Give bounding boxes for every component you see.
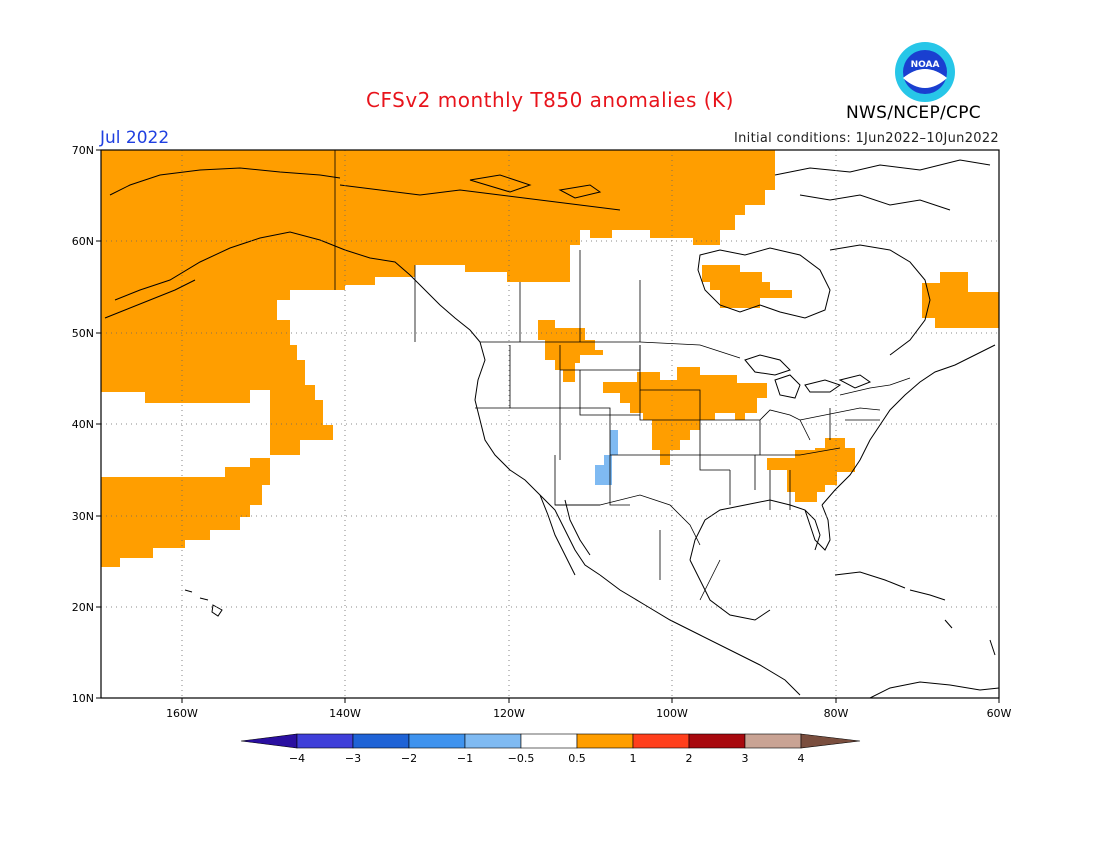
lon-label: 100W <box>656 707 688 720</box>
warm-anomaly-regions <box>101 150 999 567</box>
noaa-logo-icon: NOAA <box>895 42 955 102</box>
legend-swatch <box>744 733 802 749</box>
warm-region-alaska-arctic <box>101 150 775 455</box>
lon-label: 140W <box>329 707 361 720</box>
lon-label: 60W <box>987 707 1012 720</box>
warm-region-hudson-bay <box>702 265 792 308</box>
legend-tick-labels: −4 −3 −2 −1 −0.5 0.5 1 2 3 4 <box>289 752 805 765</box>
legend-tick-label: −3 <box>345 752 361 765</box>
map-title: CFSv2 monthly T850 anomalies (K) <box>366 88 734 112</box>
warm-region-central-plains <box>603 367 767 465</box>
political-borders <box>334 150 911 601</box>
legend-tick-label: −1 <box>457 752 473 765</box>
lat-label: 50N <box>72 327 94 340</box>
legend-tick-label: 1 <box>630 752 637 765</box>
lat-label: 20N <box>72 601 94 614</box>
logo-text: NOAA <box>911 60 940 70</box>
cool-region-new-mexico <box>595 430 618 485</box>
warm-region-southeast <box>767 438 855 502</box>
axis-ticks <box>96 149 1000 703</box>
legend-tick-label: 4 <box>798 752 805 765</box>
legend-arrow-left <box>240 733 298 749</box>
legend-tick-label: −2 <box>401 752 417 765</box>
lat-labels: 70N 60N 50N 40N 30N 20N 10N <box>72 144 94 705</box>
legend-swatch <box>464 733 522 749</box>
legend-swatch <box>352 733 410 749</box>
lon-label: 120W <box>493 707 525 720</box>
legend-swatch <box>408 733 466 749</box>
legend-swatch <box>688 733 746 749</box>
legend-tick-label: 3 <box>742 752 749 765</box>
legend-tick-label: −0.5 <box>508 752 535 765</box>
lon-labels: 160W 140W 120W 100W 80W 60W <box>166 707 1011 720</box>
lat-label: 40N <box>72 418 94 431</box>
agency-label: NWS/NCEP/CPC <box>846 103 981 123</box>
lat-label: 10N <box>72 692 94 705</box>
warm-region-northern-rockies <box>538 320 603 382</box>
legend-tick-label: 0.5 <box>568 752 586 765</box>
legend-swatch <box>576 733 634 749</box>
legend-swatch <box>520 733 578 749</box>
legend-tick-label: −4 <box>289 752 305 765</box>
lon-label: 160W <box>166 707 198 720</box>
legend-swatch <box>632 733 690 749</box>
legend-swatch <box>296 733 354 749</box>
lat-label: 60N <box>72 235 94 248</box>
initial-conditions: Initial conditions: 1Jun2022–10Jun2022 <box>733 131 999 146</box>
warm-region-pacific-band <box>101 458 270 567</box>
color-legend <box>240 733 861 749</box>
legend-tick-label: 2 <box>686 752 693 765</box>
lat-label: 70N <box>72 144 94 157</box>
cool-anomaly-regions <box>595 430 618 485</box>
lon-label: 80W <box>824 707 849 720</box>
legend-arrow-right <box>800 733 861 749</box>
lat-label: 30N <box>72 510 94 523</box>
warm-region-labrador <box>922 272 999 328</box>
forecast-month: Jul 2022 <box>100 128 170 148</box>
